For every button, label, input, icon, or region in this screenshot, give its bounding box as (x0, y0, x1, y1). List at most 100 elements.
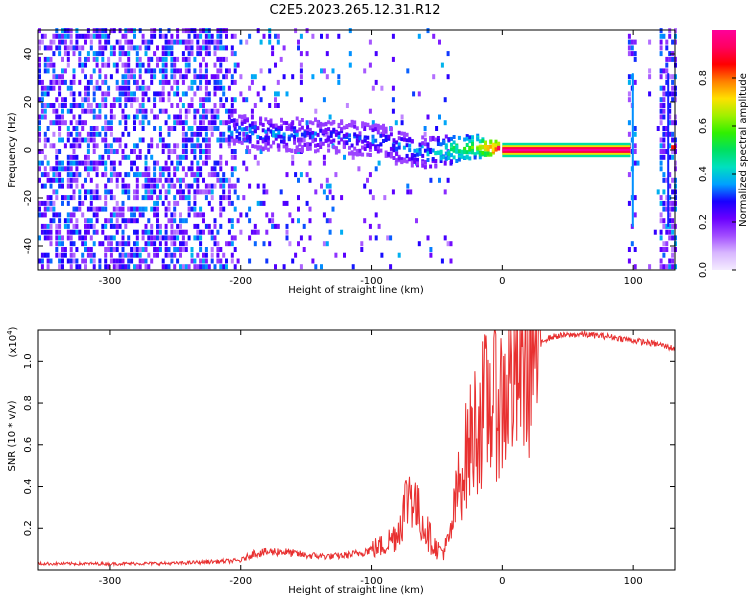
spectrogram-cell (147, 39, 151, 45)
spectrogram-cell (668, 200, 672, 206)
spectrogram-cell (256, 183, 260, 189)
spectrogram-cell (216, 172, 220, 178)
spectrogram-cell (184, 247, 188, 252)
spectrogram-cell (196, 108, 200, 114)
spectrogram-cell (109, 131, 113, 137)
spectrogram-cell (181, 74, 185, 80)
tone-cell (400, 131, 404, 136)
spectrogram-cell (107, 91, 111, 97)
spectrogram-cell (412, 91, 416, 97)
spectrogram-cell (662, 33, 666, 39)
spectrogram-cell (207, 45, 211, 51)
spectrogram-cell (124, 241, 128, 247)
spectrogram-cell (86, 149, 90, 154)
spectrogram-cell (121, 247, 125, 252)
spectrogram-cell (216, 247, 220, 252)
spectrogram-cell (153, 166, 157, 172)
spectrogram-cell (75, 223, 79, 229)
spectrogram-cell (219, 195, 223, 201)
spectrogram-cell (282, 200, 286, 206)
spectrogram-cell (156, 235, 159, 241)
tone-cell (423, 159, 427, 164)
spectrogram-cell (297, 241, 300, 247)
spectrogram-cell (40, 212, 44, 218)
tone-cell (348, 138, 351, 142)
spectrogram-cell (633, 131, 637, 137)
spectrogram-cell (297, 177, 300, 183)
spectrogram-cell (109, 120, 113, 126)
spectrogram-cell (72, 143, 76, 149)
tone-cell (413, 148, 417, 153)
spectrogram-cell (627, 131, 631, 137)
spectrogram-cell (135, 195, 139, 201)
tone-cell (259, 136, 263, 141)
spectrogram-cell (207, 28, 211, 34)
tone-cell (282, 137, 286, 142)
spectrogram-cell (127, 183, 131, 189)
spectrogram-cell (219, 154, 223, 160)
spectrogram-cell (66, 62, 70, 68)
spectrogram-cell (133, 189, 136, 195)
spectrogram-cell (75, 126, 79, 131)
tone-cell (478, 152, 482, 157)
spectrogram-cell (138, 28, 142, 34)
tone-cell (327, 137, 331, 142)
spectrogram-cell (156, 229, 159, 235)
spectrogram-cell (150, 258, 154, 264)
spectrogram-cell (133, 28, 136, 34)
tone-cell (423, 165, 427, 170)
spectrogram-cell (101, 79, 105, 85)
spectrogram-cell (40, 79, 44, 85)
spectrogram-cell (164, 79, 168, 85)
spectrogram-cell (337, 74, 341, 80)
y-tick-label: -40 (23, 238, 34, 254)
spectrogram-cell (138, 172, 142, 178)
spectrogram-cell (38, 68, 41, 74)
spectrogram-cell (207, 120, 211, 126)
spectrogram-cell (328, 189, 332, 195)
spectrogram-cell (276, 223, 280, 229)
tone-cell (382, 129, 385, 134)
spectrogram-cell (363, 68, 367, 74)
spectrogram-cell (89, 131, 93, 137)
spectrogram-cell (124, 154, 128, 160)
spectrogram-cell (633, 51, 637, 57)
spectrogram-cell (184, 108, 188, 114)
spectrogram-cell (213, 120, 217, 126)
spectrogram-cell (202, 189, 205, 195)
spectrogram-cell (665, 79, 669, 85)
spectrogram-cell (389, 235, 393, 241)
spectrogram-cell (248, 258, 252, 264)
spectrogram-cell (219, 223, 223, 229)
spectrogram-cell (190, 28, 194, 34)
tone-cell (251, 125, 255, 130)
spectrogram-cell (150, 183, 154, 189)
spectrogram-cell (268, 33, 272, 39)
spectrogram-cell (187, 206, 191, 212)
spectrogram-cell (58, 218, 62, 224)
spectrogram-cell (199, 206, 203, 212)
spectrogram-cell (144, 223, 148, 229)
spectrogram-cell (406, 68, 410, 74)
spectrogram-cell (158, 172, 162, 178)
spectrogram-cell (124, 74, 128, 80)
tone-cell (468, 135, 472, 140)
spectrogram-cell (43, 252, 47, 258)
spectrogram-cell (181, 120, 185, 126)
spectrogram-cell (95, 131, 99, 137)
spectrogram-cell (199, 85, 203, 91)
tone-cell (256, 134, 260, 139)
spectrogram-cell (204, 91, 208, 97)
spectrogram-cell (84, 62, 87, 68)
spectrogram-cell (135, 97, 139, 103)
spectrogram-cell (86, 189, 90, 195)
spectrogram-cell (61, 74, 64, 80)
spectrogram-cell (233, 166, 237, 172)
spectrogram-cell (92, 108, 96, 114)
spectrogram-cell (63, 103, 67, 108)
spectrogram-cell (161, 74, 165, 80)
spectrogram-cell (92, 264, 96, 270)
spectrogram-cell (40, 183, 44, 189)
tone-cell (353, 151, 357, 156)
